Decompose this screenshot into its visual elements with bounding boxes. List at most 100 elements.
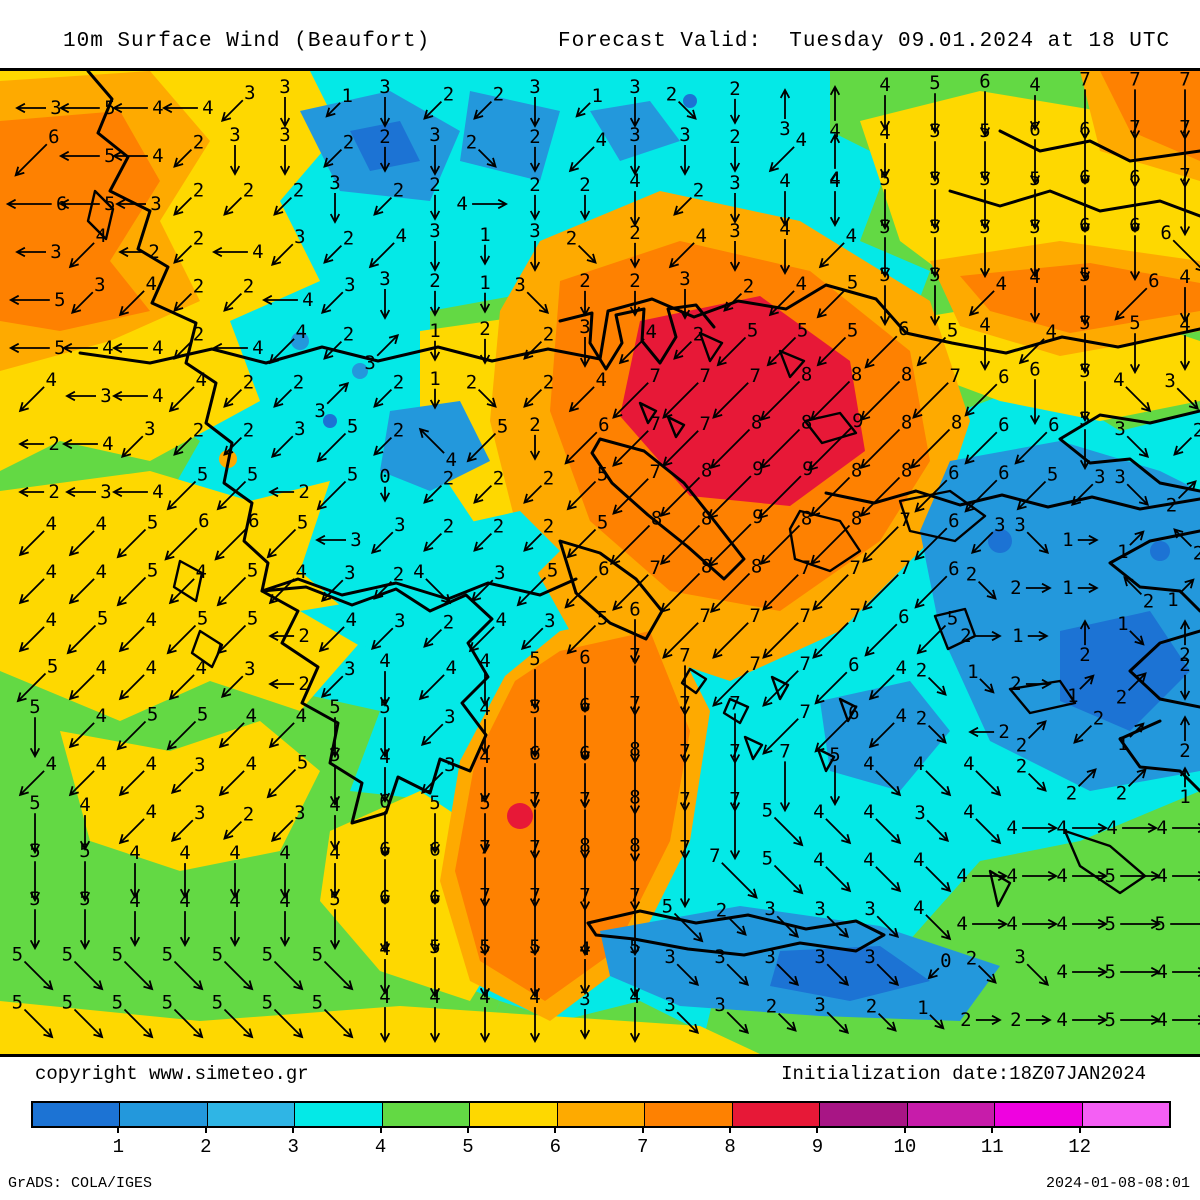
colorbar-label: 3 — [287, 1136, 299, 1158]
wind-speed-value: 2 — [729, 126, 740, 148]
wind-arrow — [68, 242, 95, 269]
wind-speed-value: 5 — [297, 751, 308, 773]
wind-arrow — [829, 765, 841, 807]
wind-speed-value: 6 — [948, 510, 959, 532]
wind-speed-value: 2 — [1016, 756, 1027, 778]
wind-arrow — [968, 726, 995, 738]
wind-speed-value: 3 — [100, 385, 111, 407]
wind-arrow — [429, 859, 441, 906]
wind-speed-value: 6 — [998, 366, 1009, 388]
wind-speed-value: 4 — [329, 794, 340, 816]
colorbar-label: 9 — [811, 1136, 824, 1158]
wind-speed-value: 2 — [443, 612, 454, 634]
wind-speed-value: 6 — [898, 606, 909, 628]
wind-speed-value: 3 — [1014, 946, 1025, 968]
wind-speed-value: 1 — [917, 997, 928, 1019]
wind-speed-value: 2 — [193, 132, 204, 154]
wind-arrow — [712, 622, 749, 659]
wind-arrow — [168, 578, 195, 605]
wind-arrow — [579, 194, 591, 221]
wind-speed-value: 4 — [1156, 865, 1167, 887]
wind-arrow — [112, 486, 148, 498]
wind-speed-value: 4 — [956, 865, 967, 887]
wind-speed-value: 5 — [497, 415, 508, 437]
wind-arrow — [729, 241, 741, 272]
wind-speed-value: 3 — [529, 220, 540, 242]
wind-speed-value: 8 — [579, 835, 590, 857]
wind-speed-value: 4 — [956, 913, 967, 935]
wind-arrow — [927, 724, 947, 744]
wind-arrow — [979, 91, 991, 138]
wind-arrow — [925, 866, 952, 893]
wind-speed-value: 4 — [895, 705, 906, 727]
wind-arrow — [1120, 1014, 1162, 1026]
wind-speed-value: 5 — [262, 943, 273, 965]
wind-speed-value: 7 — [649, 365, 660, 387]
wind-arrow — [229, 911, 241, 947]
wind-speed-value: 7 — [729, 692, 740, 714]
wind-arrow — [879, 189, 891, 231]
wind-speed-value: 4 — [329, 842, 340, 864]
wind-arrow — [566, 480, 597, 511]
wind-speed-value: 0 — [379, 466, 390, 488]
wind-speed-value: 3 — [864, 898, 875, 920]
wind-speed-value: 8 — [801, 411, 812, 433]
wind-arrow — [418, 674, 445, 701]
wind-arrow — [825, 866, 852, 893]
wind-speed-value: 2 — [466, 132, 477, 154]
wind-speed-value: 2 — [466, 372, 477, 394]
colorbar-label: 11 — [980, 1136, 1004, 1158]
wind-speed-value: 4 — [152, 337, 163, 359]
wind-arrow — [1129, 630, 1145, 646]
colorbar-label: 8 — [724, 1136, 736, 1158]
wind-arrow — [320, 291, 344, 315]
wind-arrow — [929, 93, 941, 135]
wind-arrow — [1025, 582, 1052, 594]
wind-speed-value: 1 — [1062, 529, 1073, 551]
wind-arrow — [1123, 576, 1143, 596]
wind-speed-value: 3 — [429, 124, 440, 146]
wind-arrow — [925, 770, 952, 797]
wind-speed-value: 4 — [913, 849, 924, 871]
wind-speed-value: 5 — [104, 193, 115, 215]
colorbar-segment — [120, 1103, 208, 1126]
wind-arrow — [1022, 822, 1058, 834]
wind-speed-value: 2 — [960, 625, 971, 647]
wind-speed-value: 4 — [695, 225, 706, 247]
wind-arrow — [58, 150, 100, 162]
wind-arrow — [926, 819, 950, 843]
wind-speed-value: 5 — [879, 216, 890, 238]
wind-speed-value: 4 — [145, 609, 156, 631]
wind-arrow — [812, 622, 849, 659]
wind-arrow — [914, 479, 948, 513]
wind-speed-value: 3 — [729, 172, 740, 194]
wind-speed-value: 4 — [195, 561, 206, 583]
wind-speed-value: 2 — [1016, 735, 1027, 757]
wind-speed-value: 6 — [1160, 222, 1171, 244]
wind-arrow — [173, 244, 193, 264]
colorbar-segment — [1082, 1103, 1170, 1126]
wind-speed-value: 2 — [1179, 644, 1190, 666]
wind-arrow — [662, 622, 699, 659]
wind-arrow — [429, 388, 441, 410]
wind-arrow — [216, 576, 247, 607]
wind-arrow — [1026, 531, 1050, 555]
wind-speed-value: 1 — [1117, 541, 1128, 563]
wind-speed-value: 4 — [845, 225, 856, 247]
wind-arrow — [529, 241, 541, 272]
wind-arrow — [729, 809, 741, 861]
wind-speed-value: 2 — [1116, 687, 1127, 709]
wind-speed-value: 6 — [1079, 118, 1090, 140]
wind-speed-value: 4 — [979, 314, 990, 336]
wind-speed-value: 3 — [679, 268, 690, 290]
wind-speed-value: 7 — [679, 740, 690, 762]
wind-arrow — [329, 717, 341, 759]
wind-arrow — [173, 292, 193, 312]
wind-speed-value: 2 — [443, 84, 454, 106]
wind-arrow — [1170, 923, 1200, 925]
wind-arrow — [1122, 822, 1158, 834]
wind-speed-value: 2 — [343, 132, 354, 154]
wind-arrow — [1027, 772, 1047, 792]
wind-arrow — [868, 674, 895, 701]
wind-arrow — [266, 528, 297, 559]
